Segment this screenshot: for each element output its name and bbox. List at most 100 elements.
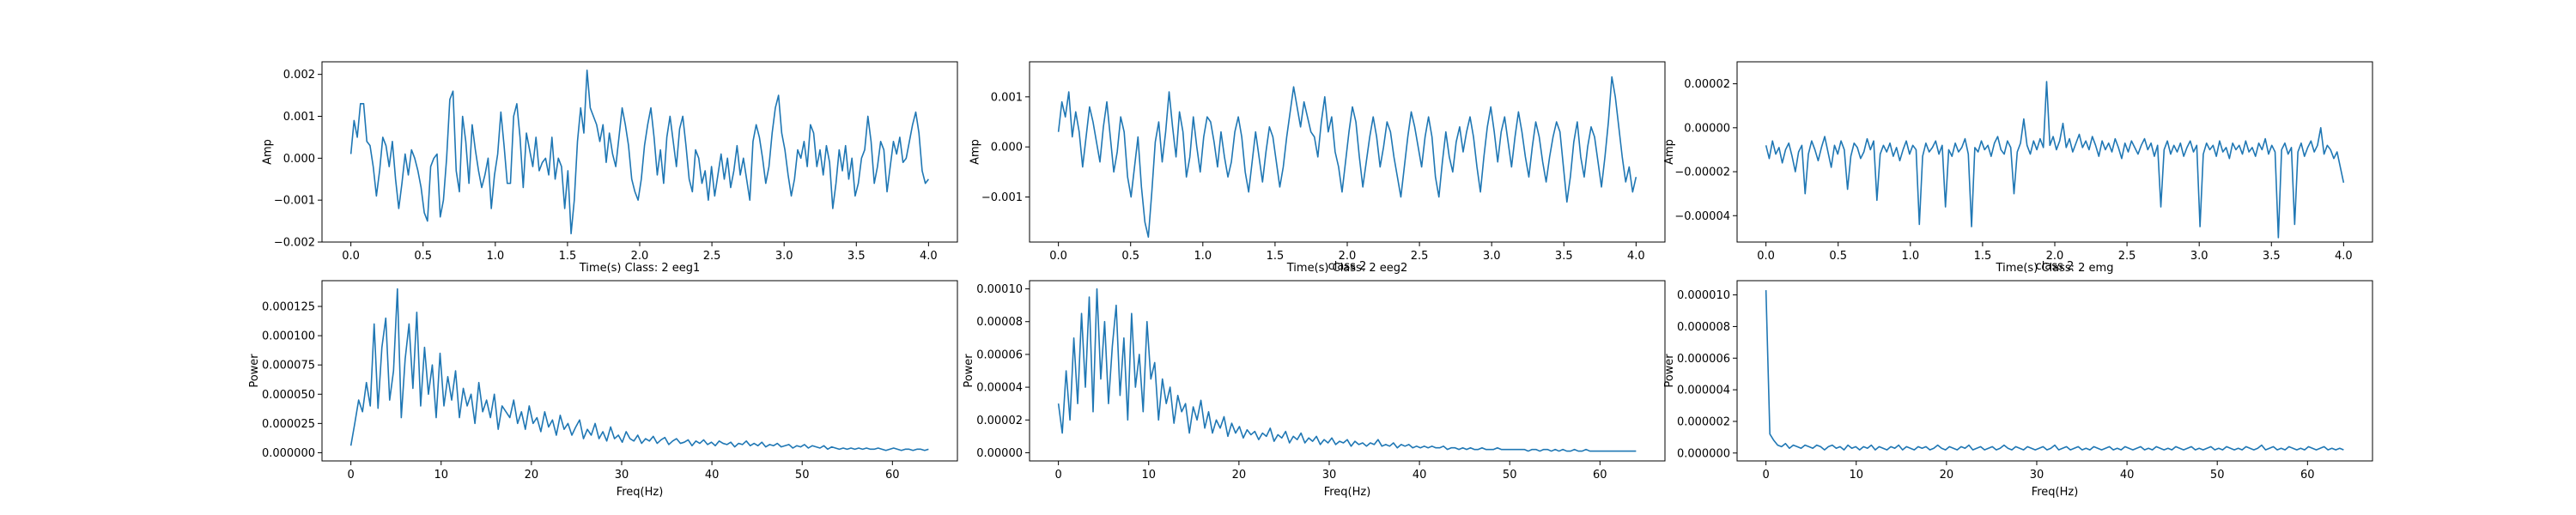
- emg-psd-ytick-label: 0.000006: [1677, 353, 1730, 366]
- emg-time-xtick-label: 3.5: [2263, 250, 2281, 263]
- eeg2-psd-ytick-label: 0.00006: [976, 348, 1023, 361]
- eeg2-psd-axes-frame: [1029, 280, 1666, 462]
- eeg1-psd-ylabel: Power: [248, 354, 261, 388]
- eeg2-time-xtick-label: 1.5: [1267, 250, 1285, 263]
- emg-time-xtick-label: 4.0: [2335, 250, 2353, 263]
- eeg1-time-ytick-label: −0.002: [274, 237, 315, 250]
- emg-time-xtick-label: 3.0: [2190, 250, 2208, 263]
- eeg1-psd-xtick-label: 20: [525, 469, 539, 482]
- eeg1-time-ylabel: Amp: [261, 139, 274, 165]
- emg-time-xlabel: Time(s) Class: 2 emg: [1996, 262, 2114, 275]
- eeg2-psd-xtick-label: 60: [1593, 469, 1607, 482]
- emg-time-xtick-label: 2.5: [2118, 250, 2136, 263]
- eeg1-psd-xtick-label: 60: [885, 469, 900, 482]
- eeg2-time-ytick-label: −0.001: [981, 191, 1023, 204]
- emg-psd-ytick-label: 0.000002: [1677, 415, 1730, 428]
- eeg1-time-xtick-label: 1.5: [559, 250, 577, 263]
- eeg1-time-xtick-label: 0.5: [414, 250, 432, 263]
- emg-time-ytick-label: −0.00004: [1674, 210, 1730, 223]
- eeg1-psd-xtick-label: 0: [347, 469, 354, 482]
- emg-psd-xlabel: Freq(Hz): [2032, 486, 2079, 499]
- eeg1-psd-ytick-label: 0.000125: [262, 301, 315, 314]
- emg-psd-xtick-label: 40: [2120, 469, 2135, 482]
- eeg1-psd-xtick-label: 30: [615, 469, 629, 482]
- eeg1-time-ytick-label: 0.001: [283, 111, 315, 124]
- emg-psd-xtick-label: 50: [2210, 469, 2225, 482]
- eeg2-psd-xtick-label: 10: [1141, 469, 1156, 482]
- eeg2-time-series-line-0: [1057, 76, 1637, 238]
- eeg1-psd-xtick-label: 50: [795, 469, 810, 482]
- emg-time-ylabel: Amp: [1663, 139, 1676, 165]
- emg-time-series-line-0: [1765, 81, 2345, 239]
- eeg2-time-xtick-label: 1.0: [1194, 250, 1212, 263]
- eeg1-psd-ytick-label: 0.000075: [262, 360, 315, 373]
- eeg1-time-series-line-0: [349, 69, 929, 235]
- emg-psd-xtick-label: 10: [1849, 469, 1863, 482]
- eeg1-psd-xlabel: Freq(Hz): [617, 486, 664, 499]
- emg-psd-xtick-label: 20: [1940, 469, 1954, 482]
- emg-psd-series-line-0: [1765, 290, 2344, 451]
- eeg2-psd-ytick-label: 0.00010: [976, 283, 1023, 296]
- eeg2-time-ytick-label: 0.001: [991, 91, 1023, 104]
- eeg1-time-xtick-label: 4.0: [920, 250, 938, 263]
- emg-time-ytick-label: 0.00002: [1684, 78, 1730, 91]
- eeg1-psd-plot: 0 10 20 30 40 50 60 0.000000 0.000025 0.000050 0.0…: [248, 280, 958, 499]
- emg-psd-ytick-label: 0.000010: [1677, 289, 1730, 302]
- eeg2-psd-xtick-label: 40: [1413, 469, 1427, 482]
- eeg1-time-xtick-label: 1.0: [486, 250, 504, 263]
- eeg1-time-xtick-label: 2.0: [631, 250, 649, 263]
- eeg2-time-xtick-label: 4.0: [1627, 250, 1645, 263]
- eeg1-psd-ytick-label: 0.000025: [262, 418, 315, 431]
- eeg2-time-xtick-label: 0.5: [1121, 250, 1139, 263]
- eeg1-time-xtick-label: 3.0: [775, 250, 793, 263]
- eeg2-psd-ylabel: Power: [963, 354, 975, 388]
- eeg2-psd-xtick-label: 20: [1232, 469, 1247, 482]
- eeg2-psd-ytick-label: 0.00008: [976, 316, 1023, 329]
- eeg2-psd-ytick-label: 0.00004: [976, 382, 1023, 395]
- eeg2-time-ylabel: Amp: [969, 139, 981, 165]
- eeg1-psd-axes-frame: [321, 280, 958, 462]
- emg-time-ytick-label: −0.00002: [1674, 167, 1730, 179]
- eeg2-psd-series-line-0: [1057, 288, 1637, 452]
- emg-time-xtick-label: 0.5: [1829, 250, 1847, 263]
- eeg1-psd-ytick-label: 0.000050: [262, 389, 315, 402]
- emg-time-plot: 0.0 0.5 1.0 1.5 2.0 2.5 3.0 3.5 4.0 −0.00004 −0.00…: [1663, 61, 2373, 275]
- emg-psd-ytick-label: 0.000004: [1677, 385, 1730, 397]
- emg-psd-xtick-label: 60: [2300, 469, 2315, 482]
- eeg1-time-xtick-label: 2.5: [703, 250, 721, 263]
- eeg2-psd-ytick-label: 0.00002: [976, 415, 1023, 427]
- eeg2-time-xtick-label: 3.0: [1483, 250, 1501, 263]
- eeg2-time-title: class 2: [1328, 260, 1367, 273]
- eeg1-psd-xtick-label: 40: [705, 469, 720, 482]
- emg-time-ytick-label: 0.00000: [1684, 122, 1730, 135]
- eeg2-psd-plot: 0 10 20 30 40 50 60 0.00000 0.00002 0.00004 0.0000…: [963, 280, 1666, 499]
- eeg2-time-xtick-label: 2.5: [1411, 250, 1429, 263]
- emg-time-xtick-label: 2.0: [2046, 250, 2064, 263]
- eeg1-psd-ytick-label: 0.000100: [262, 330, 315, 343]
- eeg2-psd-xtick-label: 50: [1503, 469, 1517, 482]
- eeg1-psd-ytick-label: 0.000000: [262, 447, 315, 460]
- eeg2-time-ytick-label: 0.000: [991, 142, 1023, 154]
- eeg1-psd-xtick-label: 10: [434, 469, 448, 482]
- eeg1-time-xtick-label: 0.0: [342, 250, 360, 263]
- emg-time-xtick-label: 1.0: [1901, 250, 1919, 263]
- eeg2-time-xtick-label: 0.0: [1049, 250, 1067, 263]
- emg-time-xtick-label: 0.0: [1757, 250, 1775, 263]
- eeg2-time-xlabel: Time(s) Class: 2 eeg2: [1286, 262, 1408, 275]
- emg-psd-ylabel: Power: [1663, 354, 1676, 388]
- eeg1-time-ytick-label: 0.002: [283, 69, 315, 82]
- eeg2-time-plot: 0.0 0.5 1.0 1.5 2.0 2.5 3.0 3.5 4.0 −0.001 0.000 0.…: [969, 61, 1666, 275]
- emg-psd-ytick-label: 0.000008: [1677, 321, 1730, 334]
- eeg1-time-xtick-label: 3.5: [848, 250, 866, 263]
- eeg2-time-xtick-label: 2.0: [1339, 250, 1357, 263]
- eeg1-time-ytick-label: 0.000: [283, 153, 315, 166]
- eeg2-psd-ytick-label: 0.00000: [976, 447, 1023, 460]
- eeg1-psd-series-line-0: [349, 288, 929, 451]
- emg-psd-plot: 0 10 20 30 40 50 60 0.000000 0.000002 0.000004 0.0…: [1663, 280, 2373, 499]
- eeg1-time-axes-frame: [321, 61, 958, 243]
- emg-time-title: class 2: [2036, 260, 2075, 273]
- emg-psd-axes-frame: [1736, 280, 2373, 462]
- emg-psd-xtick-label: 30: [2030, 469, 2044, 482]
- eeg1-time-plot: 0.0 0.5 1.0 1.5 2.0 2.5 3.0 3.5 4.0 −0.002 −0.001 0…: [261, 61, 958, 275]
